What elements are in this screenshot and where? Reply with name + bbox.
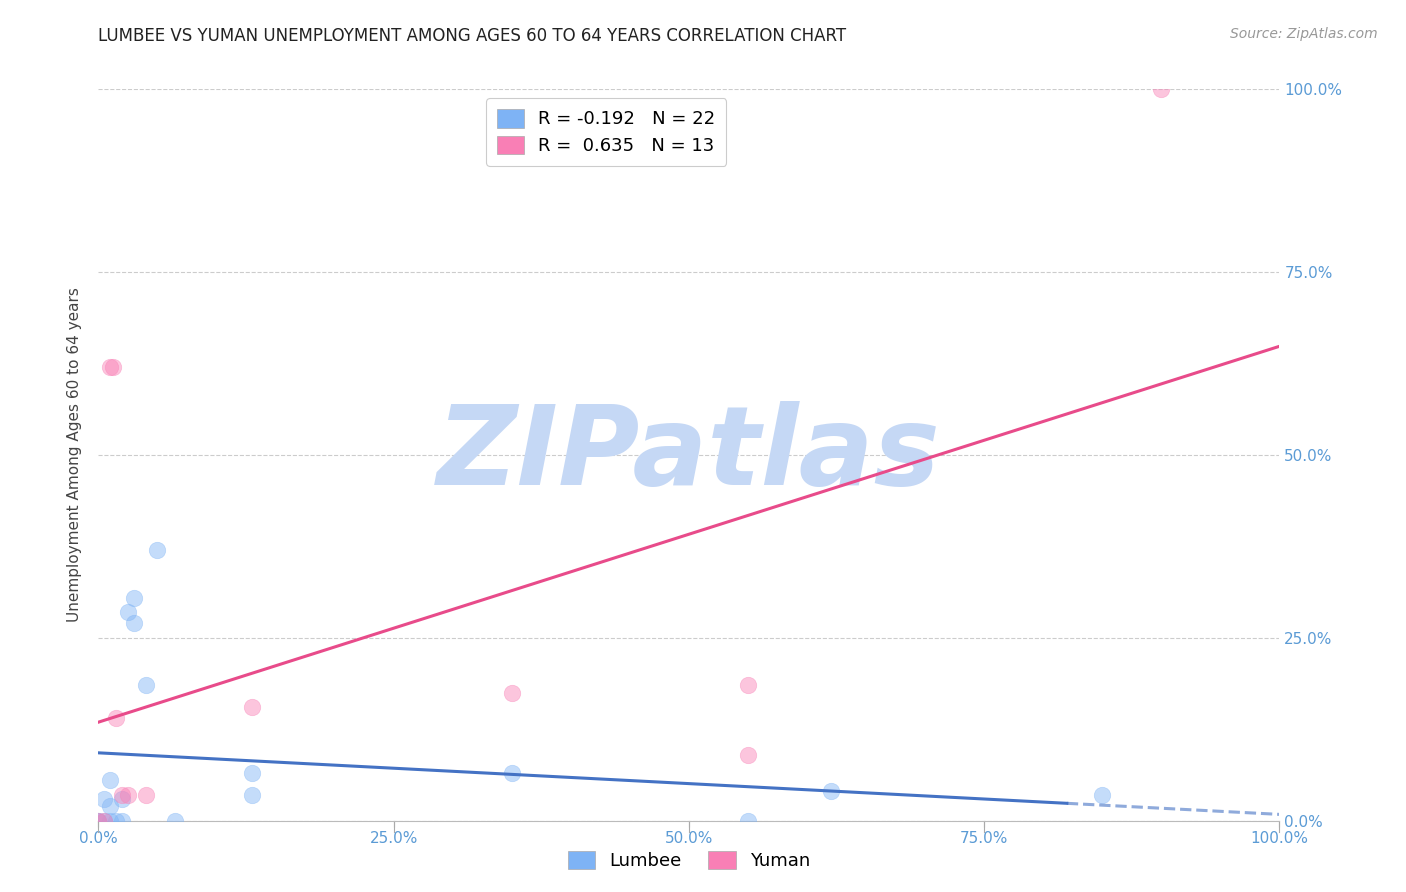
Point bbox=[87, 814, 110, 828]
Point bbox=[117, 605, 139, 619]
Point bbox=[135, 788, 157, 802]
Point bbox=[111, 791, 134, 805]
Point bbox=[240, 766, 263, 780]
Point bbox=[105, 814, 128, 828]
Point bbox=[146, 543, 169, 558]
Point bbox=[98, 799, 121, 814]
Text: Source: ZipAtlas.com: Source: ZipAtlas.com bbox=[1230, 27, 1378, 41]
Text: LUMBEE VS YUMAN UNEMPLOYMENT AMONG AGES 60 TO 64 YEARS CORRELATION CHART: LUMBEE VS YUMAN UNEMPLOYMENT AMONG AGES … bbox=[98, 27, 846, 45]
Legend: Lumbee, Yuman: Lumbee, Yuman bbox=[561, 844, 817, 878]
Point bbox=[98, 773, 121, 788]
Point bbox=[105, 711, 128, 725]
Point bbox=[87, 814, 110, 828]
Point bbox=[135, 678, 157, 692]
Point bbox=[93, 814, 115, 828]
Point bbox=[737, 747, 759, 762]
Point bbox=[101, 360, 124, 375]
Point bbox=[165, 814, 187, 828]
Y-axis label: Unemployment Among Ages 60 to 64 years: Unemployment Among Ages 60 to 64 years bbox=[67, 287, 83, 623]
Point bbox=[122, 591, 145, 605]
Point bbox=[111, 788, 134, 802]
Point bbox=[93, 814, 115, 828]
Point bbox=[117, 788, 139, 802]
Point bbox=[93, 791, 115, 805]
Text: ZIPatlas: ZIPatlas bbox=[437, 401, 941, 508]
Point bbox=[240, 700, 263, 714]
Point bbox=[98, 360, 121, 375]
Point bbox=[501, 686, 523, 700]
Point bbox=[122, 616, 145, 631]
Point bbox=[737, 678, 759, 692]
Point bbox=[98, 814, 121, 828]
Point bbox=[737, 814, 759, 828]
Point bbox=[501, 766, 523, 780]
Point bbox=[240, 788, 263, 802]
Point bbox=[87, 814, 110, 828]
Point bbox=[1091, 788, 1114, 802]
Point bbox=[111, 814, 134, 828]
Point bbox=[820, 784, 842, 798]
Point bbox=[1150, 82, 1173, 96]
